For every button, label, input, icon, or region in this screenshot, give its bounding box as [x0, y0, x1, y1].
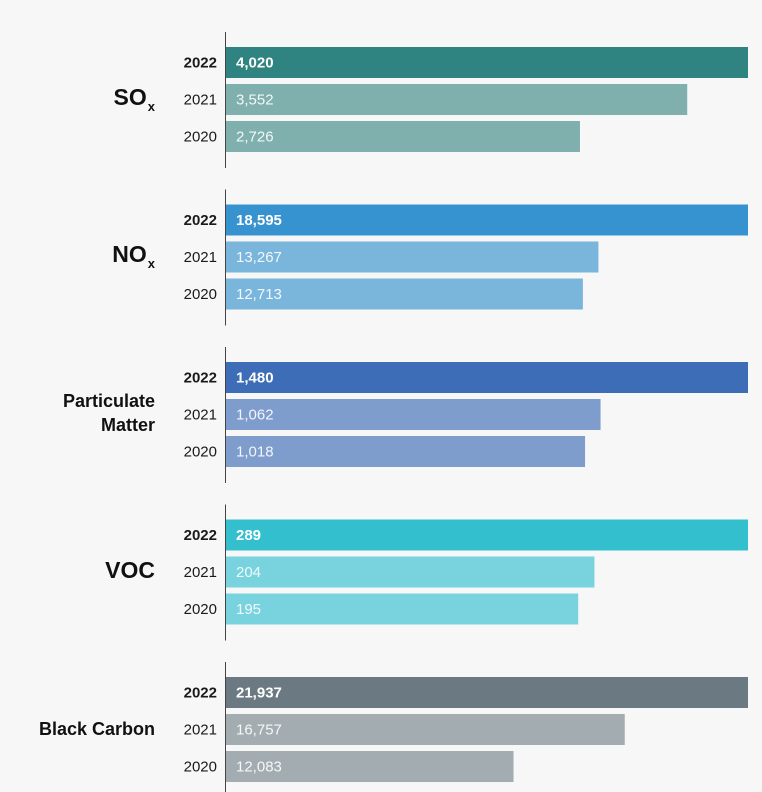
bar-2020 [226, 751, 514, 782]
bar-2021 [226, 399, 601, 430]
group-3: 2022 289 2021 204 2020 195 [184, 504, 748, 641]
value-label: 289 [236, 527, 261, 544]
value-label: 1,018 [236, 444, 274, 461]
bar-2021 [226, 241, 599, 273]
bar-2022 [226, 519, 748, 551]
group-label: Particulate Matter [62, 390, 155, 435]
year-label: 2020 [184, 759, 217, 776]
year-label: 2022 [184, 370, 217, 387]
value-label: 12,083 [236, 759, 282, 776]
year-label: 2021 [184, 407, 217, 424]
year-label: 2021 [184, 249, 217, 266]
year-label: 2022 [184, 527, 217, 544]
bar-2022 [226, 677, 748, 708]
group-label: NOx [0, 241, 155, 271]
group-0: 2022 4,020 2021 3,552 2020 2,726 [184, 32, 748, 168]
value-label: 1,480 [236, 370, 274, 387]
bar-2021 [226, 714, 625, 745]
year-label: 2021 [184, 722, 217, 739]
value-label: 16,757 [236, 722, 282, 739]
group-label-subscript: x [147, 256, 155, 271]
year-label: 2020 [184, 129, 217, 146]
bar-2022 [226, 362, 748, 393]
year-label: 2021 [184, 92, 217, 109]
group-label: VOC [105, 557, 155, 583]
group-1: 2022 18,595 2021 13,267 2020 12,713 [184, 189, 748, 326]
value-label: 12,713 [236, 286, 282, 303]
bar-2020 [226, 121, 580, 152]
year-label: 2022 [184, 212, 217, 229]
group-label-main: NO [112, 241, 147, 267]
group-label-subscript: x [147, 98, 155, 114]
bar-2022 [226, 47, 748, 78]
value-label: 21,937 [236, 685, 282, 702]
bar-2022 [226, 204, 748, 236]
group-label-main: SO [113, 83, 147, 110]
bar-2020 [226, 593, 579, 625]
bar-2020 [226, 436, 586, 467]
value-label: 195 [236, 601, 261, 618]
year-label: 2021 [184, 564, 217, 581]
group-2: 2022 1,480 2021 1,062 2020 1,018 [184, 347, 748, 483]
year-label: 2022 [184, 55, 217, 72]
bar-2020 [226, 278, 583, 310]
value-label: 4,020 [236, 55, 274, 72]
year-label: 2020 [184, 286, 217, 303]
value-label: 18,595 [236, 212, 282, 229]
value-label: 1,062 [236, 407, 274, 424]
value-label: 3,552 [236, 92, 274, 109]
group-label: SOx [0, 84, 155, 114]
value-label: 204 [236, 564, 261, 581]
value-label: 13,267 [236, 249, 282, 266]
bar-2021 [226, 84, 688, 115]
value-label: 2,726 [236, 129, 274, 146]
group-4: 2022 21,937 2021 16,757 2020 12,083 [184, 662, 748, 792]
year-label: 2020 [184, 444, 217, 461]
group-label: Black Carbon [38, 718, 155, 739]
year-label: 2020 [184, 601, 217, 618]
bar-2021 [226, 556, 595, 588]
year-label: 2022 [184, 685, 217, 702]
